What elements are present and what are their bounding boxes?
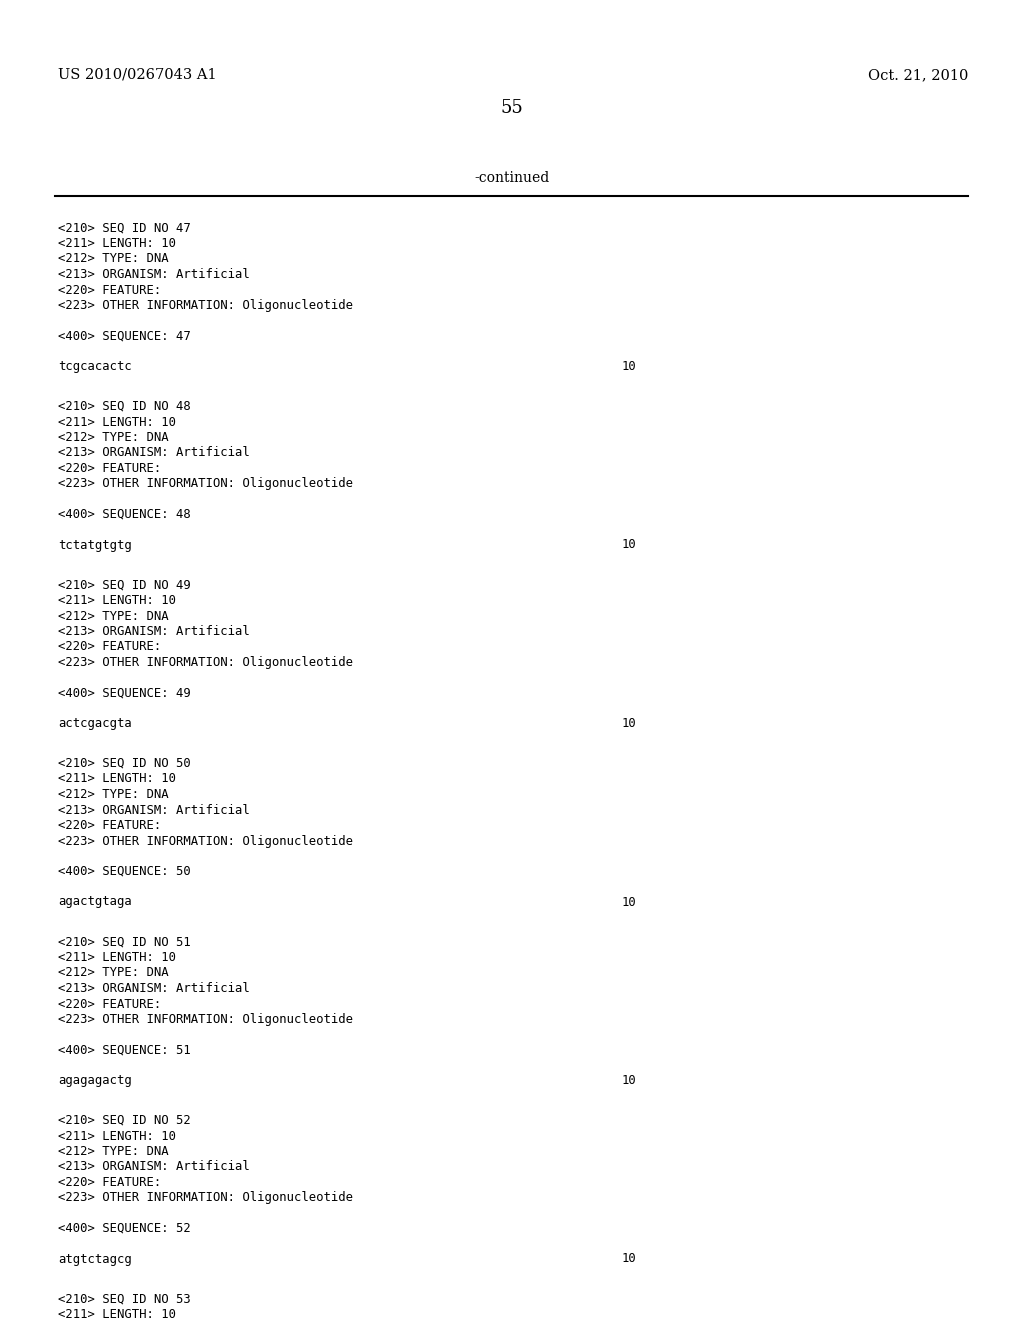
Text: <400> SEQUENCE: 52: <400> SEQUENCE: 52 [58, 1222, 190, 1236]
Text: <223> OTHER INFORMATION: Oligonucleotide: <223> OTHER INFORMATION: Oligonucleotide [58, 656, 353, 669]
Text: <223> OTHER INFORMATION: Oligonucleotide: <223> OTHER INFORMATION: Oligonucleotide [58, 1012, 353, 1026]
Text: <400> SEQUENCE: 51: <400> SEQUENCE: 51 [58, 1044, 190, 1056]
Text: <212> TYPE: DNA: <212> TYPE: DNA [58, 610, 169, 623]
Text: 10: 10 [622, 539, 637, 552]
Text: <213> ORGANISM: Artificial: <213> ORGANISM: Artificial [58, 268, 250, 281]
Text: <213> ORGANISM: Artificial: <213> ORGANISM: Artificial [58, 982, 250, 995]
Text: <400> SEQUENCE: 49: <400> SEQUENCE: 49 [58, 686, 190, 700]
Text: <210> SEQ ID NO 53: <210> SEQ ID NO 53 [58, 1292, 190, 1305]
Text: 10: 10 [622, 895, 637, 908]
Text: tcgcacactc: tcgcacactc [58, 360, 132, 374]
Text: <211> LENGTH: 10: <211> LENGTH: 10 [58, 594, 176, 607]
Text: tctatgtgtg: tctatgtgtg [58, 539, 132, 552]
Text: 10: 10 [622, 1253, 637, 1266]
Text: agactgtaga: agactgtaga [58, 895, 132, 908]
Text: Oct. 21, 2010: Oct. 21, 2010 [867, 69, 968, 82]
Text: <212> TYPE: DNA: <212> TYPE: DNA [58, 1144, 169, 1158]
Text: <211> LENGTH: 10: <211> LENGTH: 10 [58, 238, 176, 249]
Text: agagagactg: agagagactg [58, 1074, 132, 1086]
Text: <211> LENGTH: 10: <211> LENGTH: 10 [58, 772, 176, 785]
Text: 10: 10 [622, 360, 637, 374]
Text: 55: 55 [501, 99, 523, 117]
Text: <220> FEATURE:: <220> FEATURE: [58, 284, 161, 297]
Text: <211> LENGTH: 10: <211> LENGTH: 10 [58, 416, 176, 429]
Text: <211> LENGTH: 10: <211> LENGTH: 10 [58, 1130, 176, 1143]
Text: <400> SEQUENCE: 47: <400> SEQUENCE: 47 [58, 330, 190, 342]
Text: <211> LENGTH: 10: <211> LENGTH: 10 [58, 950, 176, 964]
Text: <212> TYPE: DNA: <212> TYPE: DNA [58, 966, 169, 979]
Text: <212> TYPE: DNA: <212> TYPE: DNA [58, 252, 169, 265]
Text: -continued: -continued [474, 172, 550, 185]
Text: atgtctagcg: atgtctagcg [58, 1253, 132, 1266]
Text: <213> ORGANISM: Artificial: <213> ORGANISM: Artificial [58, 446, 250, 459]
Text: <220> FEATURE:: <220> FEATURE: [58, 640, 161, 653]
Text: <210> SEQ ID NO 50: <210> SEQ ID NO 50 [58, 756, 190, 770]
Text: <223> OTHER INFORMATION: Oligonucleotide: <223> OTHER INFORMATION: Oligonucleotide [58, 834, 353, 847]
Text: actcgacgta: actcgacgta [58, 717, 132, 730]
Text: <220> FEATURE:: <220> FEATURE: [58, 998, 161, 1011]
Text: <220> FEATURE:: <220> FEATURE: [58, 1176, 161, 1189]
Text: <210> SEQ ID NO 47: <210> SEQ ID NO 47 [58, 222, 190, 235]
Text: <212> TYPE: DNA: <212> TYPE: DNA [58, 432, 169, 444]
Text: <223> OTHER INFORMATION: Oligonucleotide: <223> OTHER INFORMATION: Oligonucleotide [58, 300, 353, 312]
Text: <210> SEQ ID NO 48: <210> SEQ ID NO 48 [58, 400, 190, 413]
Text: <213> ORGANISM: Artificial: <213> ORGANISM: Artificial [58, 1160, 250, 1173]
Text: 10: 10 [622, 717, 637, 730]
Text: <223> OTHER INFORMATION: Oligonucleotide: <223> OTHER INFORMATION: Oligonucleotide [58, 478, 353, 491]
Text: <223> OTHER INFORMATION: Oligonucleotide: <223> OTHER INFORMATION: Oligonucleotide [58, 1192, 353, 1204]
Text: <213> ORGANISM: Artificial: <213> ORGANISM: Artificial [58, 624, 250, 638]
Text: <210> SEQ ID NO 51: <210> SEQ ID NO 51 [58, 936, 190, 949]
Text: <210> SEQ ID NO 49: <210> SEQ ID NO 49 [58, 578, 190, 591]
Text: <212> TYPE: DNA: <212> TYPE: DNA [58, 788, 169, 801]
Text: <213> ORGANISM: Artificial: <213> ORGANISM: Artificial [58, 804, 250, 817]
Text: <211> LENGTH: 10: <211> LENGTH: 10 [58, 1308, 176, 1320]
Text: <220> FEATURE:: <220> FEATURE: [58, 818, 161, 832]
Text: <400> SEQUENCE: 50: <400> SEQUENCE: 50 [58, 865, 190, 878]
Text: <400> SEQUENCE: 48: <400> SEQUENCE: 48 [58, 508, 190, 521]
Text: 10: 10 [622, 1074, 637, 1086]
Text: <220> FEATURE:: <220> FEATURE: [58, 462, 161, 475]
Text: <210> SEQ ID NO 52: <210> SEQ ID NO 52 [58, 1114, 190, 1127]
Text: US 2010/0267043 A1: US 2010/0267043 A1 [58, 69, 217, 82]
